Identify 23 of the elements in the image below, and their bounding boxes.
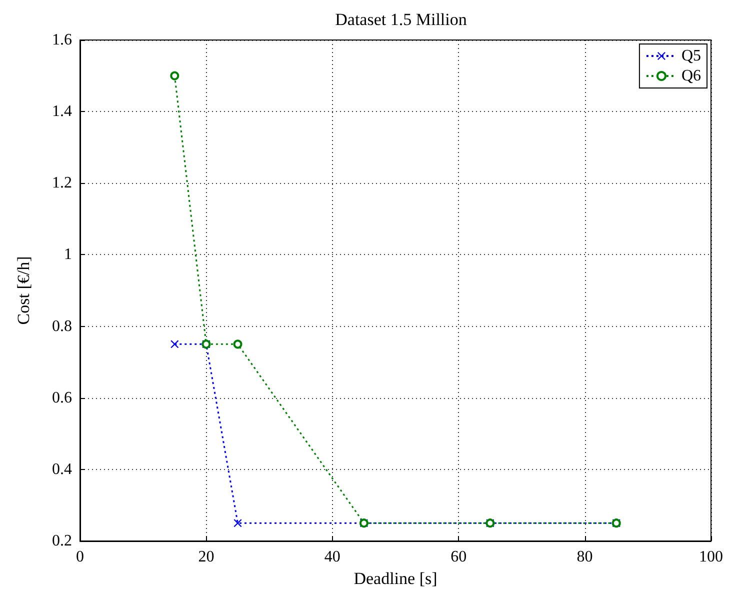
x-tick-label: 0 [76,548,84,566]
point [170,340,179,348]
y-tick-label: 1.2 [52,174,72,192]
point [170,71,180,80]
y-tick-label: 1.6 [52,32,72,48]
y-axis-title: Cost [€/h] [14,256,33,325]
x-axis-title: Deadline [s] [354,568,438,588]
point [233,340,242,349]
y-tick-label: 0.4 [52,460,72,478]
x-tick-label: 80 [576,548,593,566]
legend-label: Q5 [681,48,702,64]
y-tick-label: 1.4 [52,103,72,120]
x-tick-label: 20 [198,548,214,566]
y-tick-label: 0.2 [52,532,72,550]
x-tick-label: 100 [699,548,723,566]
x-tick-label: 40 [324,548,340,566]
y-tick-label: 0.6 [52,389,72,406]
y-tick-label: 1 [64,246,72,264]
legend-label: Q6 [681,68,702,84]
y-tick-label: 0.8 [52,318,72,335]
point [234,519,242,528]
chart-title: Dataset 1.5 Million [335,10,468,29]
x-tick-label: 60 [450,548,467,566]
